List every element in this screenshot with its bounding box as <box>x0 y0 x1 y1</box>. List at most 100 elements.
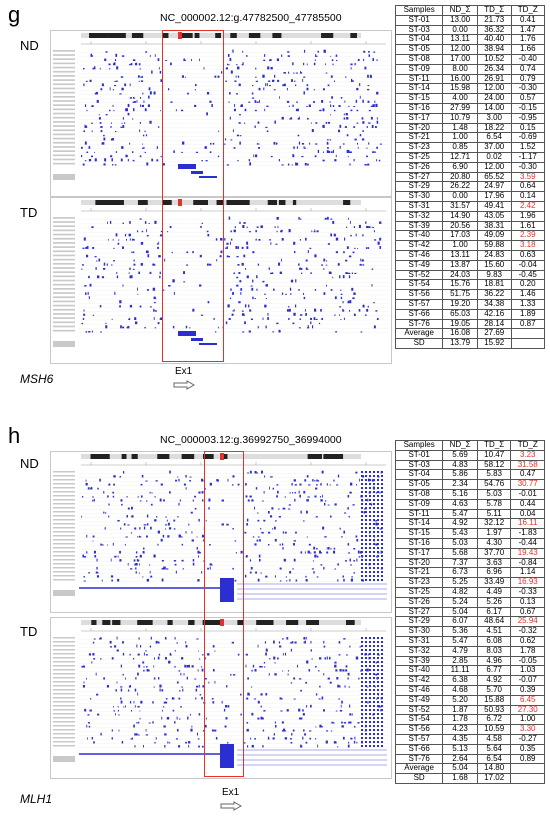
sample-cell: ST-01 <box>394 14 444 26</box>
table-row: ST-57 4.35 4.58 -0.27 <box>394 733 545 745</box>
table-row: ST-01 5.69 10.47 3.23 <box>394 449 545 461</box>
sample-cell: ST-31 <box>394 635 444 647</box>
value-cell: -1.17 <box>510 151 545 163</box>
value-cell: 19.20 <box>442 298 478 310</box>
group-label-td: TD <box>20 205 38 220</box>
table-row: ST-57 19.20 34.38 1.33 <box>394 298 545 310</box>
sample-cell: ST-17 <box>394 112 444 124</box>
value-cell: -1.83 <box>510 528 545 539</box>
table-row: ST-49 13.87 15.60 -0.04 <box>394 259 545 271</box>
value-cell: 17.02 <box>476 773 512 784</box>
value-cell: 0.14 <box>510 191 545 202</box>
genome-browser-track-nd <box>50 451 392 613</box>
value-cell: 1.96 <box>510 210 545 222</box>
table-row: ST-26 5.24 5.26 0.13 <box>394 596 545 608</box>
table-row: ST-15 4.00 24.00 0.57 <box>394 93 545 104</box>
table-row: ST-40 11.11 6.77 1.03 <box>394 665 545 677</box>
value-cell: 0.74 <box>510 63 545 75</box>
value-cell: 4.00 <box>442 93 478 104</box>
sample-cell: ST-16 <box>394 102 444 114</box>
table-row: ST-42 1.00 59.88 3.18 <box>394 240 545 251</box>
column-header: TD_Σ <box>476 440 512 451</box>
table-row: ST-17 5.68 37.70 19.43 <box>394 547 545 559</box>
value-cell: 2.42 <box>510 200 545 212</box>
value-cell: 10.59 <box>476 724 512 735</box>
sample-cell: ST-57 <box>394 733 444 745</box>
value-cell: 2.34 <box>442 479 478 490</box>
coverage-tracks-graphic <box>53 199 389 347</box>
value-cell: 13.11 <box>442 249 478 261</box>
table-row: ST-25 12.71 0.02 -1.17 <box>394 151 545 163</box>
value-cell: 10.52 <box>476 53 512 65</box>
sample-cell: SD <box>394 773 444 784</box>
gene-label: MSH6 <box>20 372 54 386</box>
sample-cell: ST-66 <box>394 743 444 755</box>
sample-cell: ST-23 <box>394 142 444 153</box>
stats-table: Samples ND_Σ TD_Σ TD_Z ST-01 5.69 10.47 3.23 ST… <box>394 440 545 784</box>
value-cell: 37.00 <box>476 142 512 153</box>
value-cell: 0.87 <box>510 318 545 330</box>
value-cell: 5.03 <box>476 488 512 500</box>
value-cell: -0.95 <box>510 112 545 124</box>
value-cell: 0.85 <box>442 142 478 153</box>
value-cell: 1.33 <box>510 298 545 310</box>
value-cell: 14.90 <box>442 210 478 222</box>
table-header-row: Samples ND_Σ TD_Σ TD_Z <box>394 440 545 451</box>
sample-cell: ST-56 <box>394 724 444 735</box>
value-cell: 3.00 <box>476 112 512 124</box>
value-cell: 24.83 <box>476 249 512 261</box>
value-cell: 21.73 <box>476 14 512 26</box>
table-row: ST-56 51.75 36.22 1.46 <box>394 289 545 300</box>
panel-letter: h <box>8 423 21 448</box>
value-cell: -0.15 <box>510 102 545 114</box>
table-row: ST-08 17.00 10.52 -0.40 <box>394 53 545 65</box>
value-cell: 6.38 <box>442 675 478 686</box>
value-cell: 12.00 <box>476 161 512 173</box>
column-header: Samples <box>394 5 444 16</box>
value-cell: 6.90 <box>442 161 478 173</box>
sample-cell: ST-31 <box>394 200 444 212</box>
value-cell: 5.20 <box>442 694 478 706</box>
column-header: Samples <box>394 440 444 451</box>
table-row: ST-54 1.78 6.72 1.00 <box>394 714 545 726</box>
value-cell: 4.23 <box>442 724 478 735</box>
table-row: ST-01 13.00 21.73 0.41 <box>394 14 545 26</box>
sample-cell: ST-16 <box>394 537 444 549</box>
value-cell: 19.43 <box>510 547 545 559</box>
value-cell: 16.93 <box>510 577 545 588</box>
value-cell: 1.68 <box>442 773 478 784</box>
value-cell: 13.87 <box>442 259 478 271</box>
value-cell: 13.00 <box>442 14 478 26</box>
sample-cell: ST-05 <box>394 44 444 55</box>
value-cell: 5.13 <box>442 743 478 755</box>
value-cell: 3.23 <box>510 449 545 461</box>
coverage-tracks-graphic <box>53 32 389 180</box>
sample-cell: ST-57 <box>394 298 444 310</box>
sample-cell: ST-25 <box>394 151 444 163</box>
value-cell: 17.96 <box>476 191 512 202</box>
value-cell: 5.68 <box>442 547 478 559</box>
value-cell: 4.35 <box>442 733 478 745</box>
value-cell: -0.33 <box>510 586 545 598</box>
table-row: ST-39 2.85 4.96 -0.05 <box>394 655 545 667</box>
value-cell: 15.92 <box>476 338 512 349</box>
column-header: ND_Σ <box>442 5 478 16</box>
sample-cell: ST-30 <box>394 626 444 637</box>
table-row: ST-05 12.00 38.94 1.66 <box>394 44 545 55</box>
sample-cell: ST-46 <box>394 684 444 696</box>
value-cell: 4.58 <box>476 733 512 745</box>
value-cell: 0.44 <box>510 498 545 510</box>
table-row: ST-23 5.25 33.49 16.93 <box>394 577 545 588</box>
value-cell: 15.60 <box>476 259 512 271</box>
value-cell: 12.00 <box>442 44 478 55</box>
value-cell: 17.00 <box>442 53 478 65</box>
panel-letter: g <box>8 2 21 27</box>
value-cell: 4.82 <box>442 586 478 598</box>
value-cell: 4.79 <box>442 645 478 657</box>
sample-cell: ST-09 <box>394 498 444 510</box>
sample-cell: ST-32 <box>394 210 444 222</box>
value-cell: 6.45 <box>510 694 545 706</box>
sample-cell: ST-66 <box>394 308 444 320</box>
sample-cell: ST-25 <box>394 586 444 598</box>
value-cell: 0.41 <box>510 14 545 26</box>
